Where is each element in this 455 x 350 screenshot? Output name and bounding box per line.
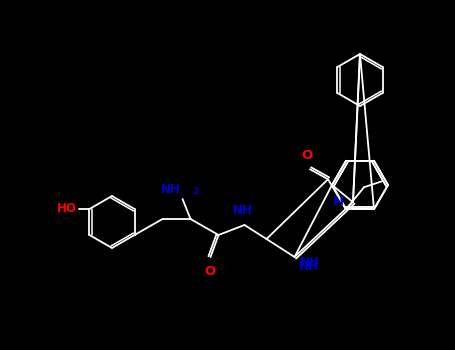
Text: NH: NH xyxy=(161,183,181,196)
Text: O: O xyxy=(204,265,215,278)
Text: NH: NH xyxy=(298,260,318,273)
Text: HO: HO xyxy=(56,203,76,216)
Text: O: O xyxy=(301,149,313,162)
Text: N: N xyxy=(333,195,344,208)
Text: 2: 2 xyxy=(192,187,199,196)
Text: NH: NH xyxy=(299,256,319,268)
Text: NH: NH xyxy=(233,204,253,217)
